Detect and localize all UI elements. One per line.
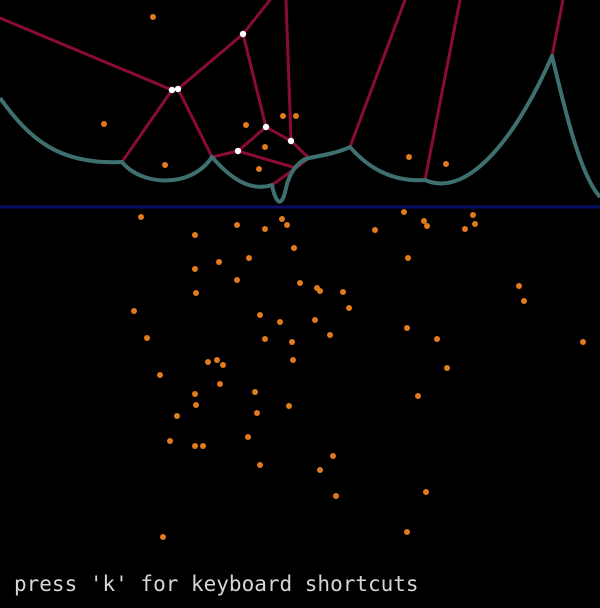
site-point xyxy=(157,372,163,378)
site-point xyxy=(217,381,223,387)
site-point xyxy=(277,319,283,325)
voronoi-edge xyxy=(284,0,293,143)
site-point xyxy=(372,227,378,233)
site-point xyxy=(340,289,346,295)
site-point xyxy=(192,266,198,272)
site-point xyxy=(216,259,222,265)
site-point xyxy=(144,335,150,341)
site-point xyxy=(516,283,522,289)
site-point xyxy=(293,113,299,119)
voronoi-edge xyxy=(289,139,311,160)
site-point xyxy=(192,443,198,449)
sites xyxy=(101,14,586,540)
site-point xyxy=(252,389,258,395)
site-point xyxy=(162,162,168,168)
site-point xyxy=(243,122,249,128)
site-point xyxy=(280,113,286,119)
site-point xyxy=(434,336,440,342)
site-point xyxy=(443,161,449,167)
site-point xyxy=(262,336,268,342)
site-point xyxy=(423,489,429,495)
site-point xyxy=(421,218,427,224)
site-point xyxy=(406,154,412,160)
voronoi-vertex xyxy=(287,137,295,145)
site-point xyxy=(160,534,166,540)
site-point xyxy=(174,413,180,419)
site-point xyxy=(192,232,198,238)
site-point xyxy=(291,245,297,251)
site-point xyxy=(472,221,478,227)
site-point xyxy=(220,362,226,368)
voronoi-edge xyxy=(236,149,298,170)
site-point xyxy=(317,467,323,473)
site-point xyxy=(312,317,318,323)
site-point xyxy=(289,339,295,345)
voronoi-edge xyxy=(176,87,214,159)
site-point xyxy=(317,288,323,294)
site-point xyxy=(297,280,303,286)
site-point xyxy=(404,325,410,331)
voronoi-edge xyxy=(241,0,272,36)
voronoi-vertex xyxy=(234,147,242,155)
voronoi-edge xyxy=(550,0,565,58)
site-point xyxy=(257,312,263,318)
site-point xyxy=(290,357,296,363)
voronoi-edges xyxy=(0,0,565,187)
voronoi-edge xyxy=(236,125,268,153)
site-point xyxy=(257,462,263,468)
voronoi-edge xyxy=(0,16,174,92)
site-point xyxy=(262,226,268,232)
site-point xyxy=(234,277,240,283)
site-point xyxy=(462,226,468,232)
site-point xyxy=(262,144,268,150)
site-point xyxy=(580,339,586,345)
beach-line xyxy=(0,54,600,204)
voronoi-edge xyxy=(120,88,174,164)
site-point xyxy=(401,209,407,215)
site-point xyxy=(138,214,144,220)
voronoi-vertex xyxy=(168,86,176,94)
site-point xyxy=(286,403,292,409)
site-point xyxy=(214,357,220,363)
voronoi-edge xyxy=(176,32,245,91)
site-point xyxy=(234,222,240,228)
site-point xyxy=(193,290,199,296)
site-point xyxy=(254,410,260,416)
voronoi-vertex xyxy=(262,123,270,131)
site-point xyxy=(101,121,107,127)
site-point xyxy=(521,298,527,304)
site-point xyxy=(444,365,450,371)
voronoi-edge xyxy=(348,0,407,149)
site-point xyxy=(245,434,251,440)
site-point xyxy=(284,222,290,228)
voronoi-vertices xyxy=(168,30,295,155)
site-point xyxy=(470,212,476,218)
site-point xyxy=(167,438,173,444)
site-point xyxy=(192,391,198,397)
site-point xyxy=(193,402,199,408)
site-point xyxy=(200,443,206,449)
site-point xyxy=(150,14,156,20)
site-point xyxy=(131,308,137,314)
voronoi-edge xyxy=(241,32,268,129)
site-point xyxy=(346,305,352,311)
site-point xyxy=(404,529,410,535)
site-point xyxy=(333,493,339,499)
site-point xyxy=(415,393,421,399)
site-point xyxy=(424,223,430,229)
voronoi-vertex xyxy=(239,30,247,38)
site-point xyxy=(279,216,285,222)
site-point xyxy=(246,255,252,261)
voronoi-edge xyxy=(210,149,240,159)
voronoi-edge xyxy=(264,125,293,143)
site-point xyxy=(330,453,336,459)
site-point xyxy=(405,255,411,261)
site-point xyxy=(256,166,262,172)
voronoi-vertex xyxy=(174,85,182,93)
voronoi-edge xyxy=(423,0,462,182)
site-point xyxy=(327,332,333,338)
site-point xyxy=(205,359,211,365)
keyboard-shortcuts-hint: press 'k' for keyboard shortcuts xyxy=(14,572,419,596)
